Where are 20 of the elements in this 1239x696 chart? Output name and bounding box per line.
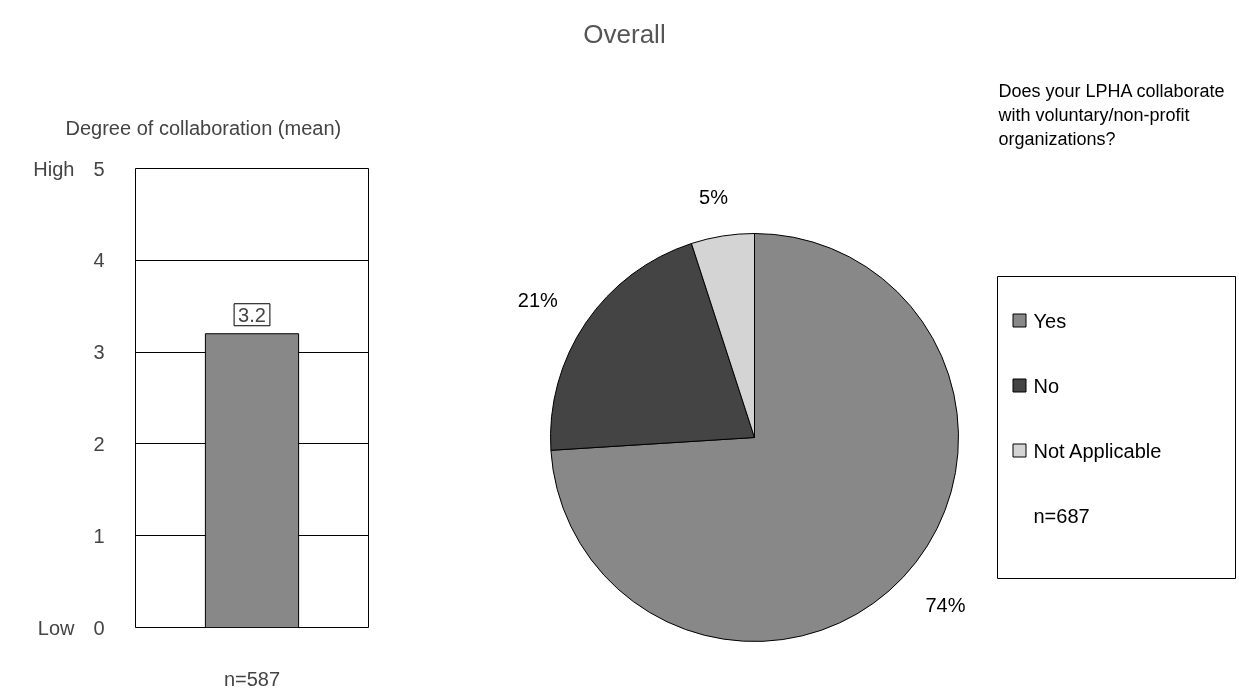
legend-label: Not Applicable	[1033, 439, 1162, 462]
data-label: 3.2	[238, 303, 266, 326]
y-tick-label: 2	[93, 432, 105, 455]
data-label: 74%	[925, 593, 966, 616]
data-label: 5%	[699, 185, 729, 208]
chart-title: Overall	[583, 18, 666, 49]
y-tick-label: 4	[93, 249, 105, 272]
y-tick-label: 3	[93, 341, 105, 364]
x-axis-title: n=587	[223, 667, 281, 690]
text: Low	[37, 616, 76, 639]
text: High	[33, 157, 75, 180]
legend-label: No	[1033, 374, 1060, 397]
y-tick-label: 0	[93, 616, 105, 639]
y-tick-label: 1	[93, 524, 105, 547]
chart-subtitle: Degree of collaboration (mean)	[65, 116, 342, 139]
text: n=687	[1033, 504, 1090, 527]
chart-subtitle: Does your LPHA collaborate with voluntary/non-profit organizations?	[997, 80, 1225, 149]
y-tick-label: 5	[93, 157, 105, 180]
legend-label: Yes	[1033, 309, 1067, 332]
data-label: 21%	[517, 289, 559, 312]
